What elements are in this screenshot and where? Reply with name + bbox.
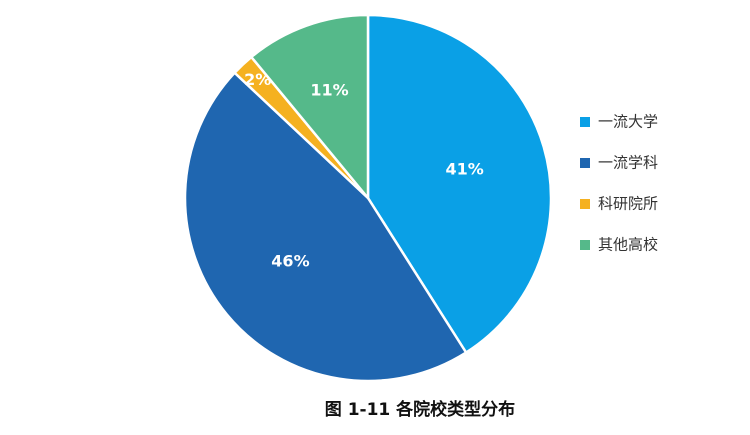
legend-label: 科研院所 <box>598 195 658 213</box>
data-label: 46% <box>271 252 309 271</box>
pie-slice <box>249 13 370 202</box>
legend-swatch <box>580 158 590 168</box>
legend-swatch <box>580 240 590 250</box>
legend-label: 其他高校 <box>598 236 658 254</box>
pie-slice <box>183 70 468 383</box>
legend-label: 一流学科 <box>598 154 658 172</box>
legend-swatch <box>580 199 590 209</box>
data-label: 11% <box>310 81 348 100</box>
data-label: 41% <box>446 159 484 178</box>
chart-title: 图 1-11 各院校类型分布 <box>325 399 515 420</box>
legend-swatch <box>580 117 590 127</box>
legend-label: 一流大学 <box>598 113 658 131</box>
